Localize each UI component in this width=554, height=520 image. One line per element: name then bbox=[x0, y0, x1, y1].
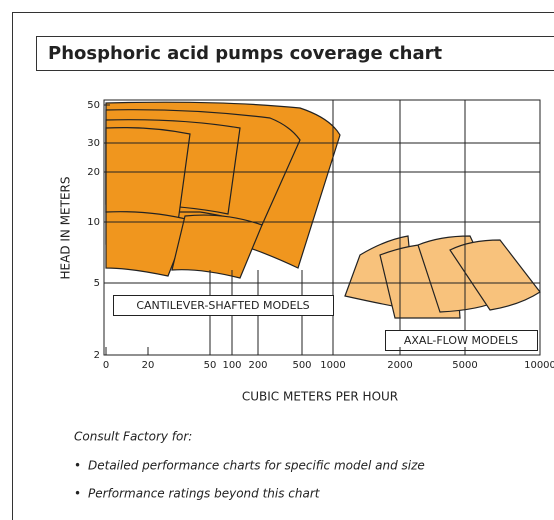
y-tick-label: 2 bbox=[94, 350, 100, 361]
title-box bbox=[36, 36, 554, 71]
coverage-region bbox=[105, 127, 191, 223]
region-label-box bbox=[113, 295, 334, 316]
x-tick-label: 1000 bbox=[320, 360, 345, 371]
coverage-region bbox=[449, 239, 541, 311]
x-tick-label: 0 bbox=[103, 360, 109, 371]
x-tick-label: 5000 bbox=[452, 360, 477, 371]
ticks: 50 30 20 10 5 20 20 50 100 200 500 1000 2000 5000 1000… bbox=[87, 100, 554, 371]
x-tick-label: 500 bbox=[292, 360, 311, 371]
y-axis-label: HEAD IN METERS bbox=[59, 176, 73, 279]
x-tick-label: 20 bbox=[142, 360, 155, 371]
coverage-region bbox=[171, 214, 263, 279]
outer-frame bbox=[12, 12, 554, 520]
region-label: CANTILEVER-SHAFTED MODELS bbox=[136, 299, 309, 312]
notes-heading: Consult Factory for: bbox=[74, 430, 192, 444]
x-tick-label: 50 bbox=[204, 360, 217, 371]
region-label-box bbox=[385, 330, 538, 351]
y-tick-label: 30 bbox=[87, 138, 100, 149]
x-tick-label: 100 bbox=[222, 360, 241, 371]
bullet: • bbox=[74, 487, 81, 501]
plot: CANTILEVER-SHAFTED MODELS AXAL-FLOW MODE… bbox=[103, 99, 541, 356]
y-tick-label: 10 bbox=[87, 217, 100, 228]
x-tick-label: 2000 bbox=[387, 360, 412, 371]
y-tick-label: 20 bbox=[87, 167, 100, 178]
x-axis-label: CUBIC METERS PER HOUR bbox=[242, 390, 398, 404]
note-item: Detailed performance charts for specific… bbox=[88, 459, 425, 473]
note-item: Performance ratings beyond this chart bbox=[88, 487, 321, 501]
bullet: • bbox=[74, 459, 81, 473]
x-tick-label: 200 bbox=[248, 360, 267, 371]
region-label: AXAL-FLOW MODELS bbox=[404, 334, 518, 347]
y-tick-label: 5 bbox=[94, 278, 100, 289]
title: Phosphoric acid pumps coverage chart bbox=[48, 43, 442, 64]
y-tick-label: 50 bbox=[87, 100, 100, 111]
x-tick-label: 10000 bbox=[524, 360, 554, 371]
